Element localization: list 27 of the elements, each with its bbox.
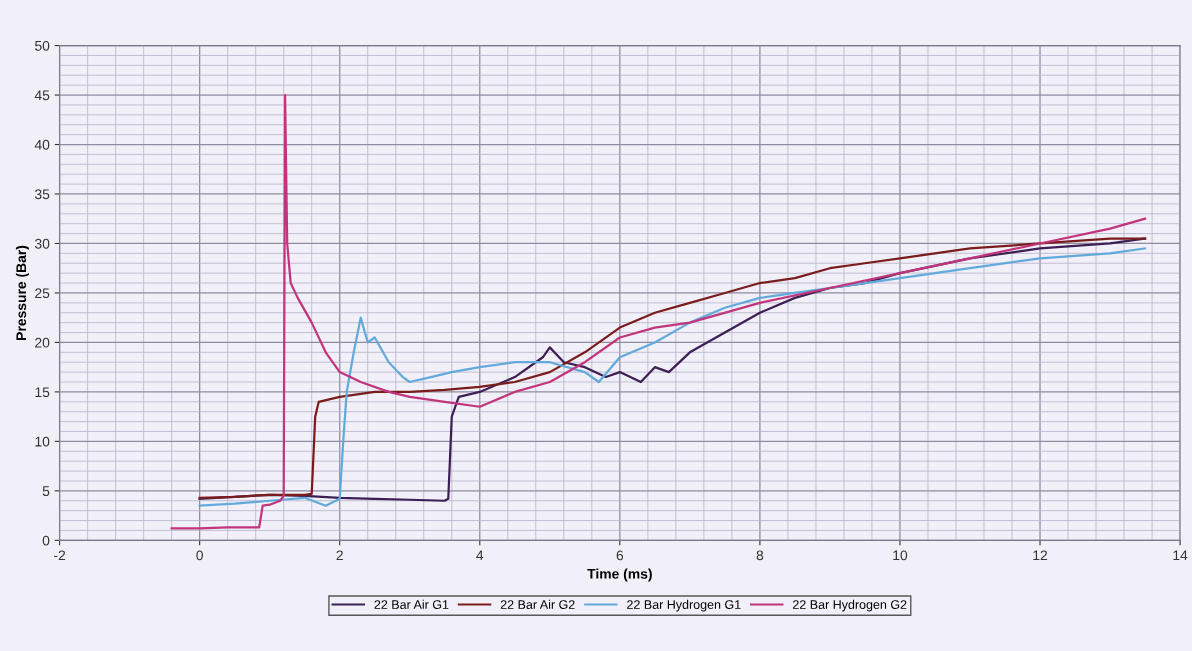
legend-label: 22 Bar Air G2 — [500, 599, 575, 609]
legend-label: 22 Bar Air G1 — [374, 599, 449, 609]
line-series — [170, 93, 1147, 530]
y-tick-label: 35 — [34, 189, 50, 200]
x-axis-title: Time (ms) — [587, 568, 652, 582]
y-tick-label: 0 — [42, 535, 50, 546]
y-tick-label: 45 — [34, 90, 50, 101]
y-tick-label: 25 — [35, 288, 50, 299]
y-tick-label: 20 — [35, 337, 50, 348]
legend-label: 22 Bar Hydrogen G1 — [627, 599, 741, 612]
x-tick-label: 2 — [336, 550, 343, 561]
x-tick-label: -2 — [54, 550, 66, 561]
x-tick-label: 10 — [893, 550, 908, 561]
x-tick-label: 0 — [196, 550, 203, 561]
x-tick-label: 6 — [616, 550, 624, 561]
y-axis-title: Pressure (Bar) — [15, 245, 29, 340]
x-tick-label: 12 — [1033, 550, 1048, 561]
x-tick-label: 8 — [756, 550, 764, 561]
y-tick-label: 5 — [42, 486, 50, 497]
y-tick-label: 15 — [35, 387, 50, 398]
x-tick-label: 14 — [1173, 550, 1188, 561]
y-tick-label: 30 — [34, 238, 50, 249]
y-tick-label: 40 — [34, 139, 50, 150]
x-tick-label: 4 — [476, 550, 484, 561]
y-tick-label: 10 — [35, 436, 50, 447]
y-tick-label: 50 — [34, 40, 50, 51]
legend-label: 22 Bar Hydrogen G2 — [793, 599, 907, 612]
